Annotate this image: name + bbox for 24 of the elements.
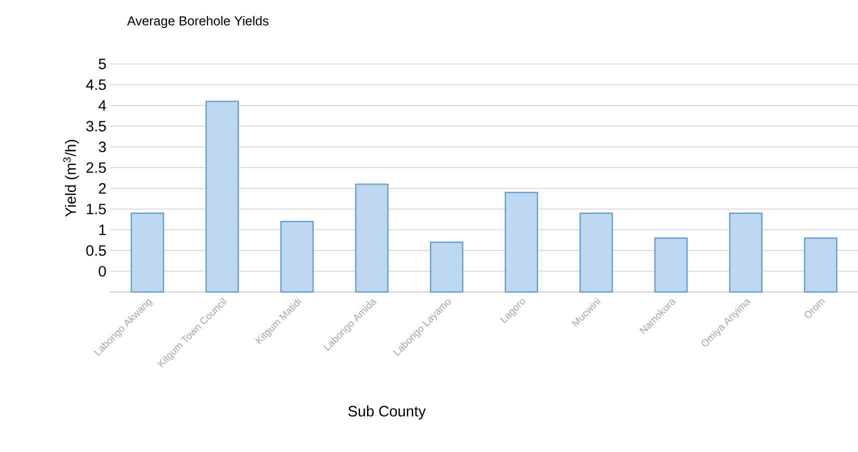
bar [804,237,838,293]
bar [654,237,688,293]
y-tick-label: 1.5 [86,204,106,214]
chart-title: Average Borehole Yields [127,16,268,28]
y-tick-label: 4.5 [86,80,106,90]
bar [206,100,239,293]
y-tick-label: 2.5 [86,162,106,173]
bar [280,220,314,293]
bar [580,212,613,293]
x-axis-title: Sub County [348,406,426,420]
y-tick-label: 5 [98,58,106,70]
y-tick-label: 0.5 [86,245,106,256]
y-tick-label: 4 [98,100,106,111]
bar [504,192,538,293]
bar [130,212,164,293]
bar [355,184,388,293]
y-tick-label: 0 [98,266,106,277]
y-axis-title: Yield (m$^{3}$/h) [63,140,79,217]
bar [729,212,762,293]
y-tick-label: 2 [98,183,106,194]
y-tick-label: 3 [98,142,106,152]
y-tick-label: 3.5 [86,120,106,132]
bar [430,242,464,293]
y-tick-label: 1 [99,224,106,235]
